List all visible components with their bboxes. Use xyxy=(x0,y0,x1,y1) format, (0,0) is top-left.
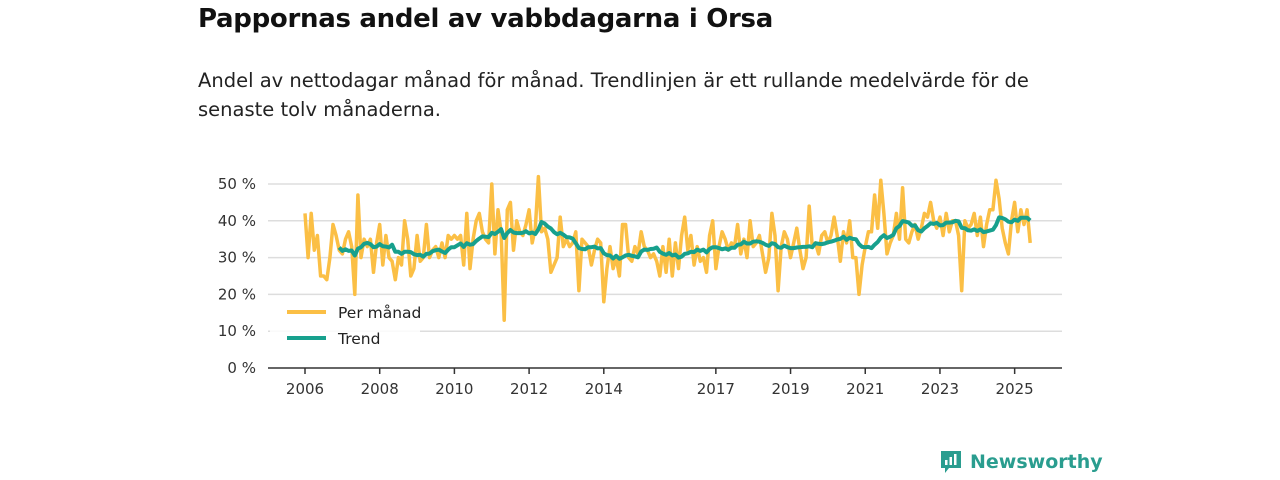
x-tick-label: 2017 xyxy=(697,380,735,398)
x-tick-label: 2014 xyxy=(585,380,623,398)
legend-label-trend: Trend xyxy=(337,330,380,348)
y-tick-label: 0 % xyxy=(227,359,256,377)
chart-title: Pappornas andel av vabbdagarna i Orsa xyxy=(198,4,773,34)
y-tick-label: 50 % xyxy=(218,175,256,193)
series-line-trend xyxy=(337,215,1032,261)
y-tick-label: 10 % xyxy=(218,322,256,340)
chart-subtitle: Andel av nettodagar månad för månad. Tre… xyxy=(198,69,1029,121)
newsworthy-logo-icon xyxy=(941,451,961,473)
brand-name: Newsworthy xyxy=(970,451,1103,473)
x-tick-label: 2021 xyxy=(846,380,884,398)
x-tick-label: 2025 xyxy=(996,380,1034,398)
y-tick-label: 20 % xyxy=(218,285,256,303)
x-tick-label: 2010 xyxy=(435,380,473,398)
x-tick-label: 2019 xyxy=(771,380,809,398)
x-tick-label: 2012 xyxy=(510,380,548,398)
y-tick-label: 40 % xyxy=(218,212,256,230)
y-tick-label: 30 % xyxy=(218,249,256,267)
x-tick-label: 2006 xyxy=(286,380,324,398)
x-tick-label: 2008 xyxy=(361,380,399,398)
legend: Per månad Trend xyxy=(270,298,421,356)
legend-label-per-manad: Per månad xyxy=(338,304,421,322)
x-tick-label: 2023 xyxy=(921,380,959,398)
newsworthy-brand: Newsworthy xyxy=(940,450,1103,474)
